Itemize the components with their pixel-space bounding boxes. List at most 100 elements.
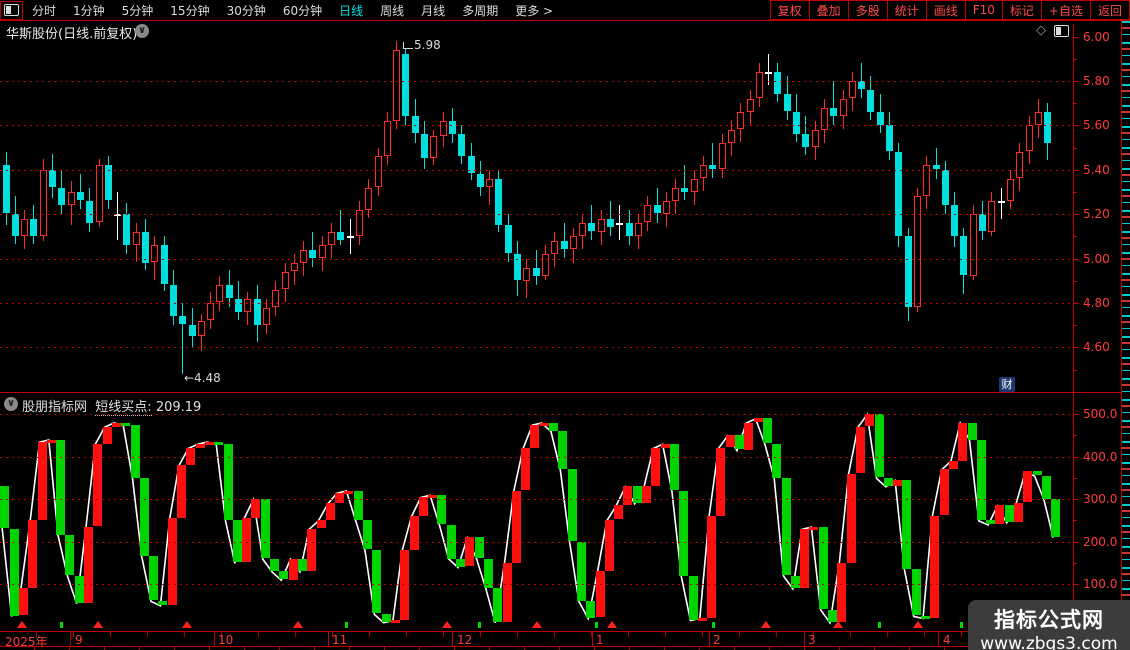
indicator-bar [958,423,967,461]
candle [207,303,214,320]
indicator-bar [893,480,902,486]
indicator-bar [475,537,484,558]
indicator-bar [38,442,47,520]
candle [747,99,754,112]
candle [68,192,75,205]
toolbar-button-叠加[interactable]: 叠加 [809,0,849,20]
toolbar-button-画线[interactable]: 画线 [926,0,966,20]
candle [830,108,837,116]
indicator-major-tick [1073,499,1079,500]
indicator-bar [726,435,735,447]
indicator-bar [372,550,381,613]
price-minor-tick [1073,103,1077,104]
candle [21,219,28,236]
period-tab-30分钟[interactable]: 30分钟 [226,3,266,18]
indicator-bar [521,448,530,490]
indicator-header: 股朋指标网 短线买点: 209.19 [22,396,201,416]
indicator-bar [856,427,865,473]
period-tab-5分钟[interactable]: 5分钟 [121,3,154,18]
indicator-bar [549,423,558,431]
bottom-ruler [0,647,1130,650]
price-minor-tick [1073,281,1077,282]
price-label: 5.60 [1083,118,1110,132]
indicator-bar [698,618,707,621]
period-tab-周线[interactable]: 周线 [380,3,405,18]
price-label: 4.80 [1083,296,1110,310]
indicator-bar [28,520,37,588]
period-tab-更多 >[interactable]: 更多 > [515,3,554,18]
signal-dash [712,622,715,628]
candle-wick [610,201,611,236]
panel-toggle-button[interactable] [0,0,23,20]
candle [905,236,912,307]
candle [282,272,289,289]
signal-triangle [93,621,103,628]
chevron-down-icon[interactable]: ∨ [4,397,18,411]
toolbar-button-复权[interactable]: 复权 [769,0,810,20]
toolbar-button-+自选[interactable]: +自选 [1041,0,1091,20]
indicator-name[interactable]: 短线买点: [95,400,152,416]
indicator-bar [56,440,65,535]
toolbar-button-标记[interactable]: 标记 [1002,0,1042,20]
indicator-bar [986,520,995,524]
mini-overview-strip[interactable] [1122,21,1130,631]
month-boundary-tick [214,632,215,646]
candle-wick [489,170,490,205]
candle [793,112,800,134]
indicator-bar [902,480,911,569]
indicator-bar [317,520,326,528]
indicator-bar [242,518,251,562]
indicator-bar [382,614,391,622]
candle [942,170,949,205]
indicator-bar [1005,505,1014,522]
candle [877,112,884,125]
chevron-down-icon[interactable]: ∨ [135,24,149,38]
toolbar-button-多股[interactable]: 多股 [848,0,888,20]
candle [1035,112,1042,125]
diamond-icon[interactable]: ◇ [1036,23,1046,38]
toolbar-button-统计[interactable]: 统计 [887,0,927,20]
candle [542,254,549,276]
period-tab-分时[interactable]: 分时 [32,3,57,18]
price-label: 5.20 [1083,207,1110,221]
indicator-bar [400,550,409,620]
indicator-minor-tick [1073,435,1077,436]
indicator-bar [875,414,884,477]
period-tab-日线[interactable]: 日线 [339,3,364,18]
indicator-bar [354,491,363,520]
indicator-axis-label: 500.0 [1083,407,1118,421]
finance-badge[interactable]: 财 [999,377,1015,392]
period-tab-多周期[interactable]: 多周期 [462,3,499,18]
indicator-bar [233,520,242,562]
price-label: 4.60 [1083,340,1110,354]
indicator-bar [744,423,753,450]
indicator-axis-label: 300.0 [1083,492,1118,506]
candle [663,201,670,214]
period-tab-1分钟[interactable]: 1分钟 [73,3,105,18]
signal-dash [60,622,63,628]
candle [151,245,158,262]
indicator-bar [558,431,567,469]
price-label: 5.80 [1083,74,1110,88]
toolbar-button-返回[interactable]: 返回 [1090,0,1130,20]
indicator-bar [847,474,856,563]
indicator-bar [754,418,763,422]
period-tab-月线[interactable]: 月线 [421,3,446,18]
split-panel-icon[interactable] [1054,25,1069,37]
candle [867,90,874,112]
candle-wick [536,250,537,285]
indicator-bar [103,427,112,444]
period-tab-15分钟[interactable]: 15分钟 [170,3,210,18]
candle [598,219,605,232]
indicator-bar [84,527,93,603]
candle [142,232,149,263]
period-tab-60分钟[interactable]: 60分钟 [282,3,323,18]
indicator-bar [884,478,893,486]
signal-triangle [532,621,542,628]
candle [635,223,642,236]
indicator-axis-label: 400.0 [1083,450,1118,464]
indicator-bar [577,542,586,601]
toolbar-button-F10[interactable]: F10 [965,0,1003,20]
candle [561,241,568,249]
candle [756,72,763,98]
